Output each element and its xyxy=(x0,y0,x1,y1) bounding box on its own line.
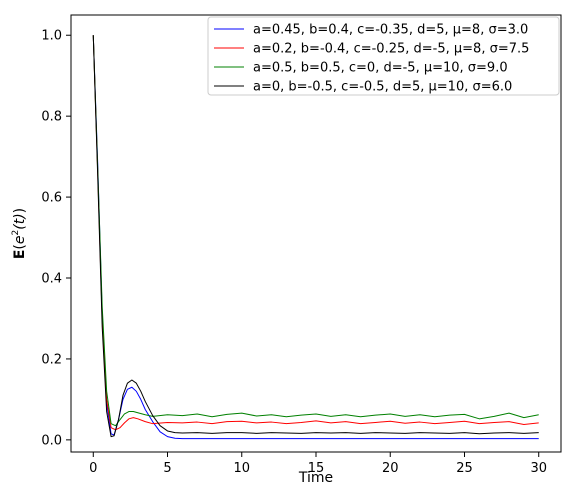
y-axis-label-close-paren: ) xyxy=(12,208,28,213)
legend-label-1: a=0.45, b=0.4, c=-0.35, d=5, μ=8, σ=3.0 xyxy=(253,23,528,38)
y-axis-label-exponent: 2 xyxy=(11,230,21,236)
x-tick-label: 25 xyxy=(456,461,473,476)
legend: a=0.45, b=0.4, c=-0.35, d=5, μ=8, σ=3.0 a… xyxy=(207,16,560,96)
y-axis-label-e: e xyxy=(12,235,28,244)
x-tick-label: 10 xyxy=(233,461,250,476)
x-tick-label: 30 xyxy=(530,461,547,476)
y-tick-label: 0.4 xyxy=(41,272,62,287)
y-axis-label-t: (t) xyxy=(12,213,28,229)
legend-label-3: a=0.5, b=0.5, c=0, d=-5, μ=10, σ=9.0 xyxy=(253,61,508,76)
series-line-4 xyxy=(92,35,539,438)
y-axis-label: E(e2(t)) xyxy=(11,208,28,259)
y-axis-ticks: 0.0 0.2 0.4 0.6 0.8 1.0 xyxy=(41,29,71,448)
y-tick-label: 1.0 xyxy=(41,29,62,44)
x-tick-label: 5 xyxy=(163,461,171,476)
series-line-1 xyxy=(92,35,539,440)
legend-label-2: a=0.2, b=-0.4, c=-0.25, d=-5, μ=8, σ=7.5 xyxy=(253,42,529,57)
x-tick-label: 20 xyxy=(382,461,399,476)
series-line-2 xyxy=(92,35,539,431)
y-axis-label-open-paren: ( xyxy=(12,244,28,249)
y-tick-label: 0.2 xyxy=(41,352,62,367)
x-axis-label: Time xyxy=(298,470,333,486)
y-tick-label: 0.6 xyxy=(41,191,62,206)
series-lines xyxy=(92,35,539,440)
legend-box xyxy=(207,16,560,96)
y-axis-label-symbol: E xyxy=(12,250,28,260)
x-tick-label: 15 xyxy=(308,461,325,476)
x-tick-label: 0 xyxy=(89,461,97,476)
plot-area: 0 5 10 15 20 25 30 0.0 0.2 0.4 0.6 0.8 1.0 xyxy=(41,14,562,476)
legend-label-4: a=0, b=-0.5, c=-0.5, d=5, μ=10, σ=6.0 xyxy=(253,80,512,95)
y-tick-label: 0.8 xyxy=(41,110,62,125)
y-tick-label: 0.0 xyxy=(41,433,62,448)
series-line-3 xyxy=(92,35,539,427)
x-axis-ticks: 0 5 10 15 20 25 30 xyxy=(89,452,547,476)
legend-items: a=0.45, b=0.4, c=-0.35, d=5, μ=8, σ=3.0 a… xyxy=(214,23,529,95)
